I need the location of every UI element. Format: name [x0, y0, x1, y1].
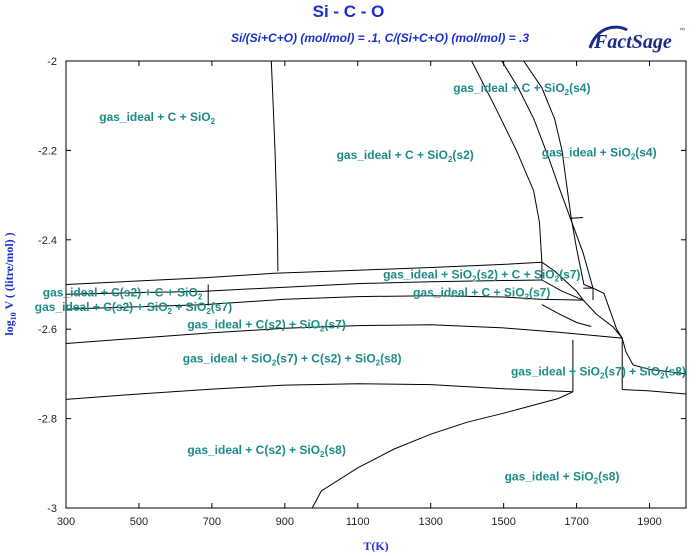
phase-boundary-19	[523, 60, 594, 289]
region-label: gas_ideal + SiO2(s4)	[542, 146, 657, 162]
phase-boundary-4	[65, 383, 573, 400]
phase-boundary-3	[65, 324, 623, 344]
x-tick-label: 1300	[418, 516, 442, 528]
x-tick-label: 500	[130, 516, 148, 528]
phase-boundary-14	[583, 287, 594, 301]
region-label: gas_ideal + SiO2(s7) + C(s2) + SiO2(s8)	[183, 351, 402, 367]
y-tick-label: -3	[47, 503, 57, 515]
logo-text: FactSage	[593, 31, 672, 53]
region-label: gas_ideal + C + SiO2	[99, 110, 215, 126]
region-label: gas_ideal + SiO2(s2) + C + SiO2(s7)	[383, 268, 580, 284]
y-axis-ticks: -2 -2.2 -2.4 -2.6 -2.8 -3	[38, 56, 686, 515]
x-tick-label: 700	[203, 516, 221, 528]
y-axis-label-log: log	[2, 320, 16, 335]
phase-boundary-20	[311, 391, 574, 509]
factsage-logo: FactSage ™	[588, 25, 685, 53]
phase-boundary-12	[541, 279, 584, 301]
phase-boundaries	[65, 60, 687, 509]
y-tick-label: -2.2	[38, 145, 57, 157]
x-tick-label: 900	[276, 516, 294, 528]
region-label: gas_ideal + C(s2) + SiO2(s8)	[187, 443, 346, 459]
phase-boundary-2	[65, 295, 584, 310]
phase-boundary-1	[65, 279, 542, 295]
phase-boundary-13	[541, 304, 592, 327]
x-tick-label: 1100	[346, 516, 370, 528]
region-label: gas_ideal + C(s2) + C + SiO2	[43, 286, 203, 302]
x-axis-label: T(K)	[363, 539, 388, 553]
logo-tm: ™	[679, 27, 685, 34]
phase-boundary-11	[582, 299, 687, 375]
region-label: gas_ideal + C + SiO2(s2)	[337, 148, 474, 164]
y-axis-label: log10 V ( (litre/mol) )	[2, 232, 18, 335]
region-label: gas_ideal + C + SiO2(s4)	[453, 81, 590, 97]
region-label: gas_ideal + SiO2(s8)	[505, 470, 620, 486]
phase-boundary-0	[65, 261, 542, 285]
y-tick-label: -2.6	[38, 324, 57, 336]
x-axis-ticks: 300 500 700 900 1100 1300 1500 1700 1900	[57, 61, 662, 528]
y-tick-label: -2	[47, 56, 57, 68]
region-label: gas_ideal + C(s2) + SiO2(s7)	[187, 318, 346, 334]
logo-swoosh	[588, 25, 628, 49]
x-tick-label: 300	[57, 516, 75, 528]
chart-subtitle: Si/(Si+C+O) (mol/mol) = .1, C/(Si+C+O) (…	[230, 31, 530, 45]
y-axis-label-rest: V ( (litre/mol) )	[2, 232, 16, 312]
x-tick-label: 1500	[491, 516, 515, 528]
y-tick-label: -2.4	[38, 235, 57, 247]
region-labels: gas_ideal + C + SiO2 gas_ideal + C + SiO2…	[35, 81, 686, 486]
region-label: gas_ideal + C(s2) + SiO2 + SiO2(s7)	[35, 300, 232, 316]
phase-boundary-16	[592, 287, 623, 339]
phase-boundary-5	[622, 389, 687, 395]
phase-boundary-7	[270, 60, 279, 272]
region-label: gas_ideal + C + SiO2(s7)	[413, 286, 550, 302]
x-tick-label: 1900	[637, 516, 661, 528]
region-label: gas_ideal + SiO2(s7) + SiO2(s8)	[511, 365, 686, 381]
y-axis-label-subscript: 10	[9, 312, 18, 320]
chart-title: Si - C - O	[312, 2, 385, 21]
plot-frame	[65, 60, 687, 509]
phase-boundary-15	[569, 218, 594, 289]
x-tick-label: 1700	[564, 516, 588, 528]
y-tick-label: -2.8	[38, 414, 57, 426]
phase-boundary-10	[541, 261, 584, 301]
